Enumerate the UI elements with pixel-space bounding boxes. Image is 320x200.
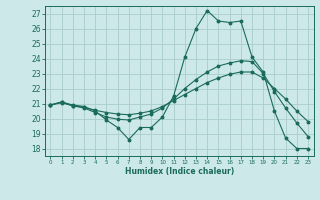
X-axis label: Humidex (Indice chaleur): Humidex (Indice chaleur) [124, 167, 234, 176]
